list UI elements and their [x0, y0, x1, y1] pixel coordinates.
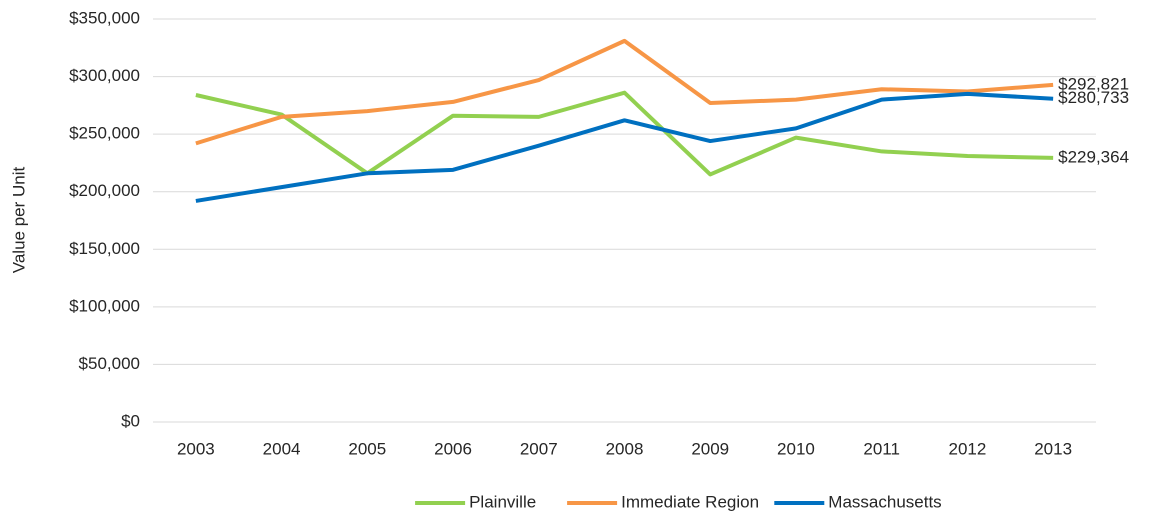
y-tick-label: $200,000 — [69, 181, 140, 200]
data-label: $280,733 — [1058, 88, 1129, 107]
x-tick-label: 2007 — [520, 439, 558, 458]
y-tick-label: $350,000 — [69, 8, 140, 27]
x-tick-label: 2006 — [434, 439, 472, 458]
legend-label: Plainville — [469, 492, 536, 511]
x-tick-label: 2004 — [263, 439, 301, 458]
series-line — [195, 90, 1054, 177]
x-tick-label: 2010 — [777, 439, 815, 458]
data-label: $292,821 — [1058, 74, 1129, 93]
x-tick-label: 2013 — [1034, 439, 1072, 458]
y-tick-label: $150,000 — [69, 239, 140, 258]
series-line — [195, 91, 1054, 203]
y-tick-label: $100,000 — [69, 296, 140, 315]
x-tick-label: 2012 — [948, 439, 986, 458]
series-line — [195, 38, 1054, 146]
legend-label: Immediate Region — [621, 492, 759, 511]
legend-label: Massachusetts — [828, 492, 941, 511]
x-tick-label: 2005 — [348, 439, 386, 458]
data-label: $229,364 — [1058, 147, 1129, 166]
y-tick-label: $250,000 — [69, 124, 140, 143]
y-axis-title: Value per Unit — [9, 166, 28, 273]
y-tick-label: $300,000 — [69, 66, 140, 85]
y-tick-label: $0 — [121, 411, 140, 430]
y-tick-label: $50,000 — [79, 354, 140, 373]
x-tick-label: 2009 — [691, 439, 729, 458]
x-tick-label: 2003 — [177, 439, 215, 458]
x-tick-label: 2008 — [606, 439, 644, 458]
x-tick-label: 2011 — [863, 439, 900, 458]
